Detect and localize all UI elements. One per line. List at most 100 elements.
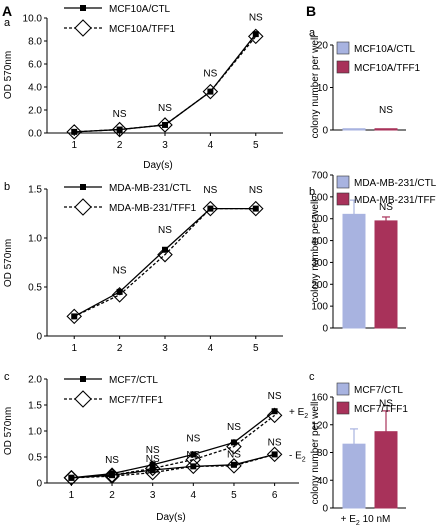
x-axis-label-part: 2	[356, 520, 360, 527]
x-axis-label: Day(s)	[143, 160, 172, 171]
y-tick-label: 0	[36, 332, 42, 343]
line-label-text: + E	[289, 407, 305, 418]
point-1-2	[157, 117, 173, 133]
y-tick-label: 100	[311, 302, 328, 313]
bar-1	[374, 431, 398, 509]
point-0-2	[149, 461, 156, 468]
y-tick-label: 6.0	[28, 60, 42, 71]
legend-marker-0	[80, 5, 86, 11]
panel-label-Ac: c	[4, 371, 10, 383]
y-tick-label: 500	[311, 214, 328, 225]
point-1-3	[202, 83, 219, 100]
ns-label: NS	[186, 450, 200, 461]
ns-label: NS	[146, 454, 160, 465]
line-label-text: - E	[289, 450, 302, 461]
y-axis-label: OD 570nm	[3, 407, 14, 455]
x-tick-label: 3	[150, 490, 156, 501]
line-label-1: - E2	[289, 450, 306, 463]
ns-label: NS	[249, 185, 263, 196]
y-axis-label: OD 570nm	[3, 51, 14, 99]
y-tick-label: 8.0	[28, 37, 42, 48]
y-tick-label: 1.5	[28, 185, 42, 196]
x-tick-label: 2	[109, 490, 115, 501]
y-tick-label: 600	[311, 192, 328, 203]
point-0-4	[252, 31, 259, 38]
y-tick-label: 4.0	[28, 83, 42, 94]
legend-marker-1	[74, 19, 92, 37]
y-tick-label: 40	[317, 476, 329, 487]
ns-label: NS	[158, 103, 172, 114]
plot-Bb: 0 100 200 300 400 500 600 700 colony number per …	[310, 171, 436, 335]
plot-Ab: 0 0.5 1.0 1.5 1 2 3 4 5 OD 570nm NS NS NS NS MDA-MB-23…	[3, 183, 283, 354]
x-tick-label: 4	[208, 140, 214, 151]
ns-label: NS	[105, 455, 119, 466]
y-tick-label: 120	[311, 420, 328, 431]
series-line-1	[74, 35, 257, 133]
y-tick-label: 0	[322, 324, 328, 335]
bar-1	[374, 220, 398, 329]
legend-swatch-0	[336, 175, 350, 189]
legend-marker-0	[80, 376, 86, 382]
legend-label-0: MCF10A/CTL	[354, 44, 416, 55]
point-1-3	[202, 200, 219, 217]
section-label-a: A	[2, 3, 12, 19]
legend-marker-1	[74, 198, 92, 216]
point-0-2	[162, 246, 168, 253]
series-line-3	[71, 453, 275, 479]
x-tick-label: 1	[71, 140, 77, 151]
y-tick-label: 400	[311, 236, 328, 247]
point-2-4	[230, 461, 237, 468]
x-tick-label: 3	[162, 343, 168, 354]
point-1-0	[66, 308, 83, 325]
point-1-5	[266, 407, 283, 424]
y-tick-label: 2.0	[28, 375, 42, 386]
y-tick-label: 0.5	[28, 283, 42, 294]
y-axis-label: colony number per well	[310, 36, 321, 139]
x-tick-label: 3	[162, 140, 168, 151]
point-1-2	[144, 460, 161, 477]
y-tick-label: 2.0	[28, 106, 42, 117]
ns-label: NS	[379, 202, 393, 213]
y-tick-label: 200	[311, 280, 328, 291]
x-tick-label: 5	[253, 140, 259, 151]
x-axis-label-part: 10 nM	[360, 514, 391, 525]
y-tick-label: 20	[317, 41, 329, 52]
ns-label: NS	[379, 399, 393, 410]
bar-0	[342, 443, 366, 509]
series-line-1	[73, 207, 256, 317]
y-tick-label: 1.0	[28, 234, 42, 245]
y-axis-label: OD 570nm	[3, 239, 14, 287]
y-tick-label: 0	[322, 504, 328, 515]
line-label-0: + E2	[289, 407, 308, 420]
legend-label-1: MDA-MB-231/TFF1	[354, 195, 436, 206]
legend-label-1: MCF10A/TFF1	[109, 24, 176, 35]
ns-label: NS	[379, 105, 393, 116]
x-axis-label: + E2 10 nM	[341, 514, 391, 527]
panel-label-Ab: b	[4, 181, 10, 193]
bar-1	[374, 128, 398, 131]
ns-label: NS	[113, 109, 127, 120]
x-tick-label: 1	[69, 490, 75, 501]
section-label-b: B	[306, 3, 316, 19]
ns-label: NS	[268, 438, 282, 449]
point-1-4	[226, 438, 242, 455]
x-tick-label: 5	[253, 343, 259, 354]
point-2-1	[109, 472, 116, 479]
y-tick-label: 0	[322, 126, 328, 137]
legend-swatch-1	[336, 192, 350, 206]
point-1-1	[111, 287, 128, 303]
legend-label-1: MCF7/TFF1	[354, 404, 408, 415]
point-2-2	[149, 467, 156, 473]
ns-label: NS	[186, 433, 200, 444]
panel-label-Bc: c	[309, 371, 315, 383]
point-3-2	[144, 464, 161, 481]
ns-label: NS	[146, 445, 160, 456]
y-tick-label: 1.0	[28, 427, 42, 438]
x-tick-label: 2	[117, 140, 123, 151]
legend-label-1: MCF7/TFF1	[109, 395, 163, 406]
panel-label-Aa: a	[4, 17, 11, 29]
y-tick-label: 10	[317, 83, 329, 94]
point-1-0	[66, 124, 83, 140]
